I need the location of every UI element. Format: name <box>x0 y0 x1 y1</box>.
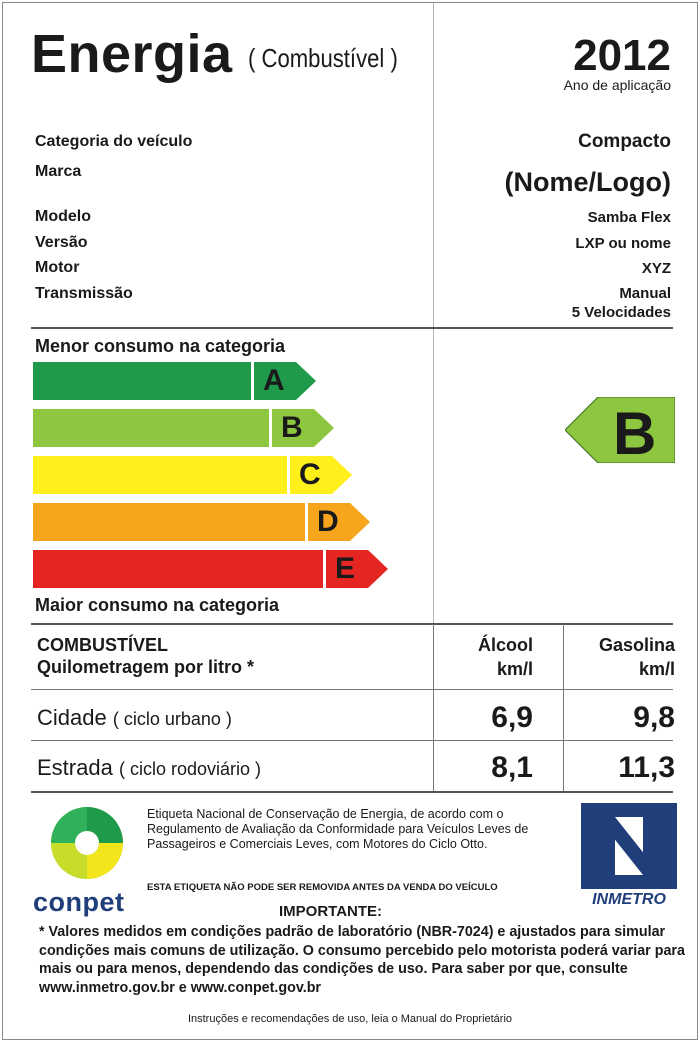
gasolina-value: 11,3 <box>618 751 675 784</box>
scale-bottom-text: Maior consumo na categoria <box>35 595 280 615</box>
efficiency-bar-arrow: D <box>308 503 370 541</box>
row-detail: ( ciclo rodoviário ) <box>118 759 261 779</box>
application-year-caption: Ano de aplicação <box>563 77 671 93</box>
category-value: Compacto <box>578 131 671 152</box>
brand-value: (Nome/Logo) <box>504 167 671 197</box>
important-text: * Valores medidos em condições padrão de… <box>39 924 685 996</box>
conpet-logo-text: conpet <box>33 887 125 917</box>
vehicle-class-indicator: B <box>565 397 675 467</box>
efficiency-bar-arrow: A <box>254 362 316 400</box>
class-arrow-icon <box>565 397 675 463</box>
engine-value: XYZ <box>641 260 671 277</box>
inmetro-logo-text: INMETRO <box>592 891 666 908</box>
efficiency-bar-letter: B <box>281 411 303 444</box>
efficiency-bar-fill <box>33 362 251 400</box>
gasolina-unit: km/l <box>638 659 675 679</box>
efficiency-bar-fill <box>33 456 287 494</box>
version-value: LXP ou nome <box>575 235 671 252</box>
fuel-header-sub: Quilometragem por litro * <box>37 657 255 677</box>
table-column-divider <box>433 624 434 792</box>
model-label: Modelo <box>35 208 91 225</box>
table-row-divider <box>31 689 673 690</box>
important-title: IMPORTANTE: <box>279 903 383 920</box>
row-detail: ( ciclo urbano ) <box>112 709 232 729</box>
removal-warning: ESTA ETIQUETA NÃO PODE SER REMOVIDA ANTE… <box>147 882 498 893</box>
efficiency-bar-fill <box>33 550 323 588</box>
efficiency-bar-letter: C <box>299 458 321 491</box>
efficiency-bar-letter: E <box>335 552 356 585</box>
efficiency-bar-fill <box>33 409 269 447</box>
gasolina-value: 9,8 <box>633 701 675 734</box>
alcool-header: Álcool <box>477 635 533 655</box>
application-year: 2012 <box>573 31 671 80</box>
scale-top-text: Menor consumo na categoria <box>35 336 286 356</box>
engine-label: Motor <box>35 259 80 276</box>
row-label: Estrada <box>37 755 113 780</box>
model-value: Samba Flex <box>587 209 671 226</box>
table-column-divider <box>563 624 564 792</box>
divider-line <box>31 623 673 625</box>
transmission-label: Transmissão <box>35 285 133 302</box>
efficiency-bar-arrow: E <box>326 550 388 588</box>
gasolina-header: Gasolina <box>598 635 675 655</box>
alcool-value: 8,1 <box>491 751 533 784</box>
label-title: Energia <box>31 24 233 84</box>
transmission-gears: 5 Velocidades <box>571 304 671 321</box>
efficiency-bar-fill <box>33 503 305 541</box>
manual-instructions: Instruções e recomendações de uso, leia … <box>187 1013 513 1025</box>
efficiency-bar-letter: A <box>263 364 285 397</box>
row-label: Cidade <box>37 705 107 730</box>
info-text: Etiqueta Nacional de Conservação de Ener… <box>147 807 529 851</box>
conpet-logo-icon <box>51 807 123 879</box>
alcool-value: 6,9 <box>491 701 533 734</box>
table-row-divider <box>31 740 673 741</box>
alcool-unit: km/l <box>496 659 533 679</box>
inmetro-logo-icon <box>581 803 677 889</box>
version-label: Versão <box>35 234 88 251</box>
brand-label: Marca <box>35 163 82 180</box>
fuel-header: COMBUSTÍVEL <box>37 635 169 655</box>
efficiency-bar-letter: D <box>317 505 339 538</box>
column-divider <box>433 3 434 625</box>
efficiency-bar-arrow: C <box>290 456 352 494</box>
divider-line <box>31 327 673 329</box>
efficiency-bar-arrow: B <box>272 409 334 447</box>
transmission-value: Manual <box>619 285 671 302</box>
divider-line <box>31 791 673 793</box>
category-label: Categoria do veículo <box>35 133 193 150</box>
label-subtitle: ( Combustível ) <box>248 43 398 73</box>
vehicle-class-letter: B <box>613 400 657 467</box>
